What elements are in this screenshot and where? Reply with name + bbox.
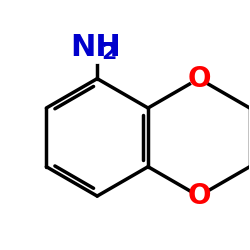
- Text: 2: 2: [101, 43, 116, 63]
- Text: NH: NH: [70, 32, 121, 62]
- Circle shape: [190, 70, 208, 87]
- Text: O: O: [187, 65, 211, 93]
- Text: O: O: [187, 182, 211, 210]
- Circle shape: [190, 188, 208, 205]
- Circle shape: [82, 32, 113, 63]
